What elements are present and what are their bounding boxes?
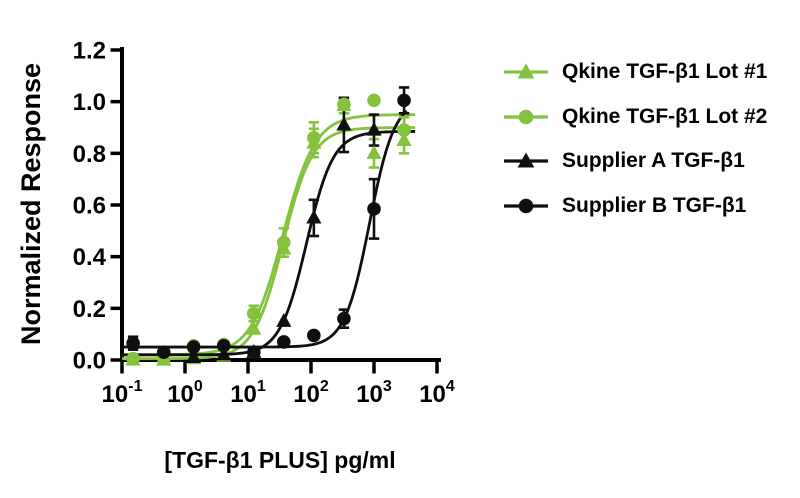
y-tick-label: 1.2 [73,38,106,65]
legend-marker [517,63,535,79]
data-point-supplier-a [186,349,202,364]
data-point-qkine-lot2 [246,306,261,321]
legend-item-supplier-b: Supplier B TGF-β1 [503,184,767,229]
legend-item-qkine-lot2: Qkine TGF-β1 Lot #2 [503,95,767,140]
data-point-supplier-a [276,313,292,327]
legend-item-qkine-lot1: Qkine TGF-β1 Lot #1 [503,50,767,95]
legend-circle-icon [504,198,548,214]
data-point-supplier-a [336,116,352,131]
data-point-qkine-lot1 [276,240,292,255]
fit-curve-qkine-lot1 [122,126,416,361]
data-point-qkine-lot2 [397,123,411,137]
legend-item-label: Supplier A TGF-β1 [562,149,745,173]
y-tick-label: 0.2 [73,296,106,323]
legend-item-supplier-a: Supplier A TGF-β1 [503,139,767,184]
data-point-qkine-lot1 [366,145,382,159]
data-point-supplier-b [246,345,261,360]
y-tick-label: 1.0 [73,89,106,116]
y-tick-label: 0.4 [73,244,107,271]
legend-item-label: Qkine TGF-β1 Lot #1 [562,60,768,84]
fit-curve-supplier-b [122,110,408,349]
data-point-qkine-lot1 [125,351,141,366]
data-point-supplier-a [216,346,232,361]
data-point-supplier-b [216,338,231,353]
data-point-supplier-b [397,93,411,108]
fit-curve-supplier-a [122,130,416,357]
data-point-qkine-lot1 [336,97,352,112]
y-tick-label: 0.6 [73,193,106,220]
legend-item-label: Qkine TGF-β1 Lot #2 [562,104,768,128]
legend-item-label: Supplier B TGF-β1 [562,193,747,217]
x-tick-label: 102 [293,378,329,408]
x-tick-label: 101 [230,378,266,408]
data-point-supplier-b [276,335,291,349]
data-point-supplier-b [337,311,351,326]
data-point-supplier-b [186,340,201,354]
x-axis-title: [TGF-β1 PLUS] pg/ml [164,447,396,473]
legend-marker [518,198,534,214]
legend-triangle-icon [504,63,548,79]
x-tick-label: 10-1 [102,378,143,408]
x-tick-label: 104 [419,378,455,408]
legend-triangle-icon [504,152,548,168]
y-tick-label: 0.8 [73,141,106,168]
data-point-qkine-lot2 [367,93,381,108]
data-point-supplier-b [126,336,140,351]
legend: Qkine TGF-β1 Lot #1 Qkine TGF-β1 Lot #2 Su… [503,50,767,228]
data-point-supplier-a [366,121,382,136]
legend-circle-icon [504,109,548,125]
data-point-supplier-a [306,209,322,224]
y-tick-label: 0.0 [73,348,106,375]
data-point-supplier-b [307,328,321,343]
data-point-qkine-lot1 [306,134,322,149]
legend-marker [518,109,534,125]
data-point-qkine-lot1 [246,320,262,335]
x-tick-label: 100 [167,378,203,408]
data-point-supplier-b [156,345,171,360]
x-tick-label: 103 [356,378,392,408]
legend-marker [517,152,535,168]
y-axis-title: Normalized Response [16,62,46,346]
data-point-supplier-b [367,202,381,216]
data-point-qkine-lot1 [396,132,412,147]
